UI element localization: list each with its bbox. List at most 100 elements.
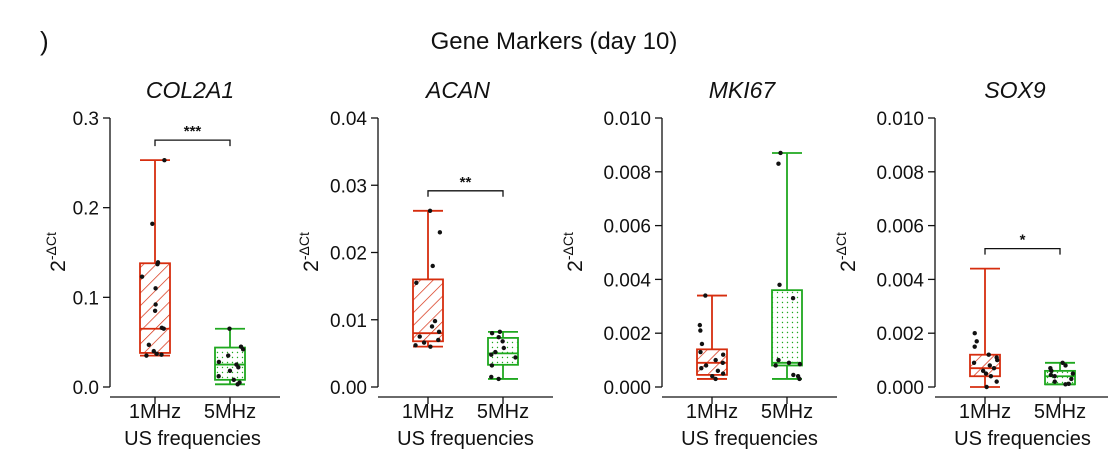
data-point bbox=[227, 368, 233, 374]
y-axis-label-base: 2 bbox=[300, 260, 323, 272]
data-point bbox=[980, 368, 986, 374]
y-axis-label: 2-ΔCt bbox=[43, 232, 70, 272]
data-point bbox=[159, 352, 164, 357]
data-point bbox=[153, 302, 158, 307]
y-tick-label: 0.006 bbox=[876, 217, 924, 238]
y-tick-label: 0.000 bbox=[603, 378, 651, 399]
box-5mhz bbox=[771, 150, 803, 382]
chart-col2a1: COL2A1 0.0 0.1 0.2 0.3 2-ΔCt 1MHz 5MHz US freque… bbox=[43, 77, 280, 450]
data-point bbox=[496, 376, 501, 382]
significance-label: ** bbox=[460, 174, 472, 191]
box-1mhz bbox=[696, 293, 728, 382]
data-point bbox=[1070, 371, 1076, 376]
data-point bbox=[489, 352, 494, 357]
data-point bbox=[227, 326, 232, 331]
data-point bbox=[697, 322, 703, 328]
data-point bbox=[994, 355, 999, 360]
data-point bbox=[150, 221, 155, 227]
data-point bbox=[972, 344, 977, 349]
x-axis-label: US frequencies bbox=[681, 428, 818, 450]
data-point bbox=[144, 353, 149, 358]
data-point bbox=[791, 372, 796, 378]
data-point bbox=[513, 355, 518, 360]
data-point bbox=[1063, 363, 1068, 368]
y-tick-label: 0.04 bbox=[330, 109, 367, 130]
y-axis-label: 2-ΔCt bbox=[296, 232, 323, 272]
y-axis-label: 2-ΔCt bbox=[560, 232, 587, 272]
y-tick-label: 0.002 bbox=[876, 324, 924, 345]
x-axis-label: US frequencies bbox=[124, 428, 261, 450]
data-point bbox=[703, 293, 708, 298]
data-point bbox=[786, 360, 792, 365]
gene-title: COL2A1 bbox=[146, 77, 234, 103]
data-point bbox=[225, 353, 231, 358]
data-point bbox=[231, 377, 236, 383]
x-category-label: 1MHz bbox=[959, 401, 1011, 423]
x-axis-label: US frequencies bbox=[397, 428, 534, 450]
significance-bracket bbox=[427, 190, 504, 197]
y-tick-label: 0.008 bbox=[876, 163, 924, 184]
data-point bbox=[427, 208, 433, 214]
data-point bbox=[496, 335, 501, 340]
data-point bbox=[778, 150, 783, 156]
y-axis-label: 2-ΔCt bbox=[833, 232, 860, 272]
data-point bbox=[1069, 376, 1074, 382]
y-tick-label: 0.000 bbox=[876, 378, 924, 399]
y-axis-label-exponent: -ΔCt bbox=[296, 232, 312, 260]
data-point bbox=[988, 374, 994, 379]
data-point bbox=[713, 376, 718, 382]
significance-bracket bbox=[984, 247, 1061, 255]
box-iqr bbox=[139, 262, 171, 354]
data-point bbox=[972, 331, 977, 336]
data-point bbox=[720, 360, 725, 365]
data-point bbox=[986, 352, 991, 357]
x-category-label: 1MHz bbox=[402, 401, 454, 423]
y-tick-label: 0.006 bbox=[603, 217, 651, 238]
data-point bbox=[773, 363, 778, 368]
data-point bbox=[432, 318, 438, 324]
data-point bbox=[146, 342, 152, 348]
data-point bbox=[984, 384, 989, 390]
data-point bbox=[421, 340, 427, 345]
y-axis-label-exponent: -ΔCt bbox=[560, 232, 576, 260]
data-point bbox=[1052, 374, 1057, 379]
data-point bbox=[489, 374, 494, 380]
data-point bbox=[971, 360, 977, 365]
data-point bbox=[234, 362, 239, 367]
y-axis-label-base: 2 bbox=[564, 260, 587, 272]
box-5mhz bbox=[487, 329, 519, 382]
data-point bbox=[699, 341, 705, 347]
data-point bbox=[493, 349, 498, 355]
data-point bbox=[436, 337, 441, 343]
y-tick-label: 0.00 bbox=[330, 378, 367, 399]
data-point bbox=[238, 344, 244, 349]
data-point bbox=[155, 260, 161, 265]
x-category-label: 5MHz bbox=[477, 401, 529, 423]
y-tick-label: 0.2 bbox=[73, 199, 99, 220]
box-iqr bbox=[969, 353, 1001, 378]
data-point bbox=[436, 329, 442, 335]
data-point bbox=[974, 339, 979, 344]
data-point bbox=[994, 379, 999, 384]
y-tick-label: 0.0 bbox=[73, 378, 99, 399]
data-point bbox=[1063, 382, 1068, 387]
box-1mhz bbox=[969, 267, 1001, 390]
data-point bbox=[152, 308, 158, 313]
data-point bbox=[713, 357, 718, 363]
y-tick-label: 0.002 bbox=[603, 324, 651, 345]
y-tick-label: 0.008 bbox=[603, 163, 651, 184]
chart-mki67: MKI67 0.000 0.002 0.004 0.006 0.008 0.010 2-ΔCt… bbox=[560, 77, 837, 450]
y-tick-label: 0.01 bbox=[330, 311, 367, 332]
data-point bbox=[720, 352, 726, 357]
significance-label: *** bbox=[184, 123, 202, 140]
data-point bbox=[413, 343, 418, 348]
significance-label: * bbox=[1020, 232, 1026, 249]
data-point bbox=[154, 351, 159, 357]
data-point bbox=[795, 374, 801, 379]
data-point bbox=[489, 331, 495, 336]
data-point bbox=[776, 357, 781, 363]
data-point bbox=[715, 368, 721, 374]
data-point bbox=[797, 361, 803, 367]
box-1mhz bbox=[139, 157, 171, 358]
